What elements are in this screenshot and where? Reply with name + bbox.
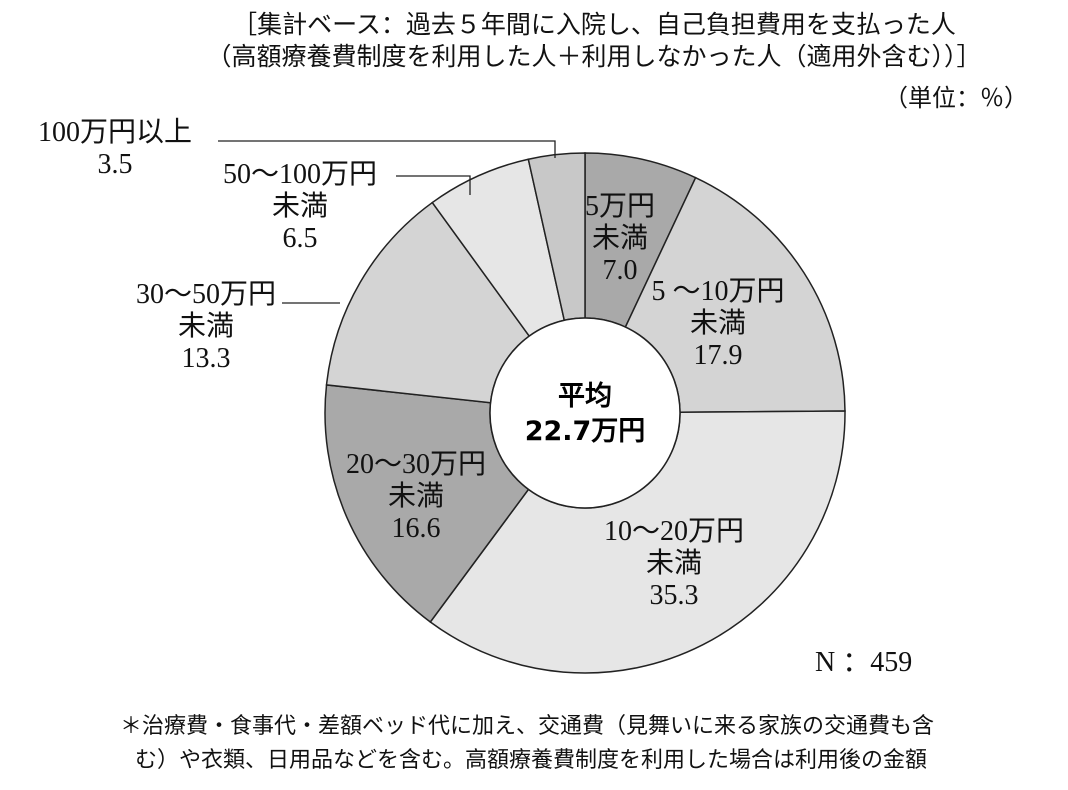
- footnote-line2: む）や衣類、日用品などを含む。高額療養費制度を利用した場合は利用後の金額: [135, 748, 928, 773]
- slice-1-category-label: 5 ～10万円: [651, 276, 784, 307]
- slice-2-category-label: 10～20万円: [604, 516, 744, 547]
- slice-3-value-label: 16.6: [392, 513, 441, 544]
- slice-4-category-label: 未満: [178, 310, 234, 342]
- leader-lines: [218, 140, 556, 304]
- center-label-value: 22.7万円: [525, 416, 646, 447]
- donut-hole: [489, 317, 681, 509]
- slice-2-category-label: 未満: [646, 547, 702, 579]
- base-description-line2: （高額療養費制度を利用した人＋利用しなかった人（適用外含む））］: [206, 42, 982, 71]
- leader-line-5: [396, 175, 471, 195]
- unit-label: （単位：％）: [884, 84, 1028, 112]
- sample-size-label: N ：459: [815, 647, 913, 678]
- leader-line-6: [218, 140, 556, 158]
- slice-6-value-label: 3.5: [98, 149, 133, 180]
- slice-6-category-label: 100万円以上: [38, 117, 192, 148]
- slice-0-category-label: 未満: [592, 222, 648, 254]
- slice-0-category-label: 5万円: [585, 191, 655, 222]
- chart-slices: [324, 152, 846, 674]
- slice-5-value-label: 6.5: [283, 223, 318, 254]
- slice-3-category-label: 未満: [388, 480, 444, 512]
- slice-5-category-label: 50～100万円: [223, 159, 377, 190]
- slice-4-value-label: 13.3: [182, 343, 231, 374]
- center-label-title: 平均: [558, 381, 612, 412]
- base-description-line1: ［集計ベース：過去５年間に入院し、自己負担費用を支払った人: [232, 10, 956, 39]
- footnote-line1: ＊治療費・食事代・差額ベッド代に加え、交通費（見舞いに来る家族の交通費も含: [120, 714, 935, 739]
- slice-5-category-label: 未満: [272, 190, 328, 222]
- slice-1-category-label: 未満: [690, 307, 746, 339]
- slice-0-value-label: 7.0: [603, 255, 638, 286]
- slice-1-value-label: 17.9: [694, 340, 743, 371]
- slice-4-category-label: 30～50万円: [136, 279, 276, 310]
- slice-2-value-label: 35.3: [650, 580, 699, 611]
- slice-3-category-label: 20～30万円: [346, 449, 486, 480]
